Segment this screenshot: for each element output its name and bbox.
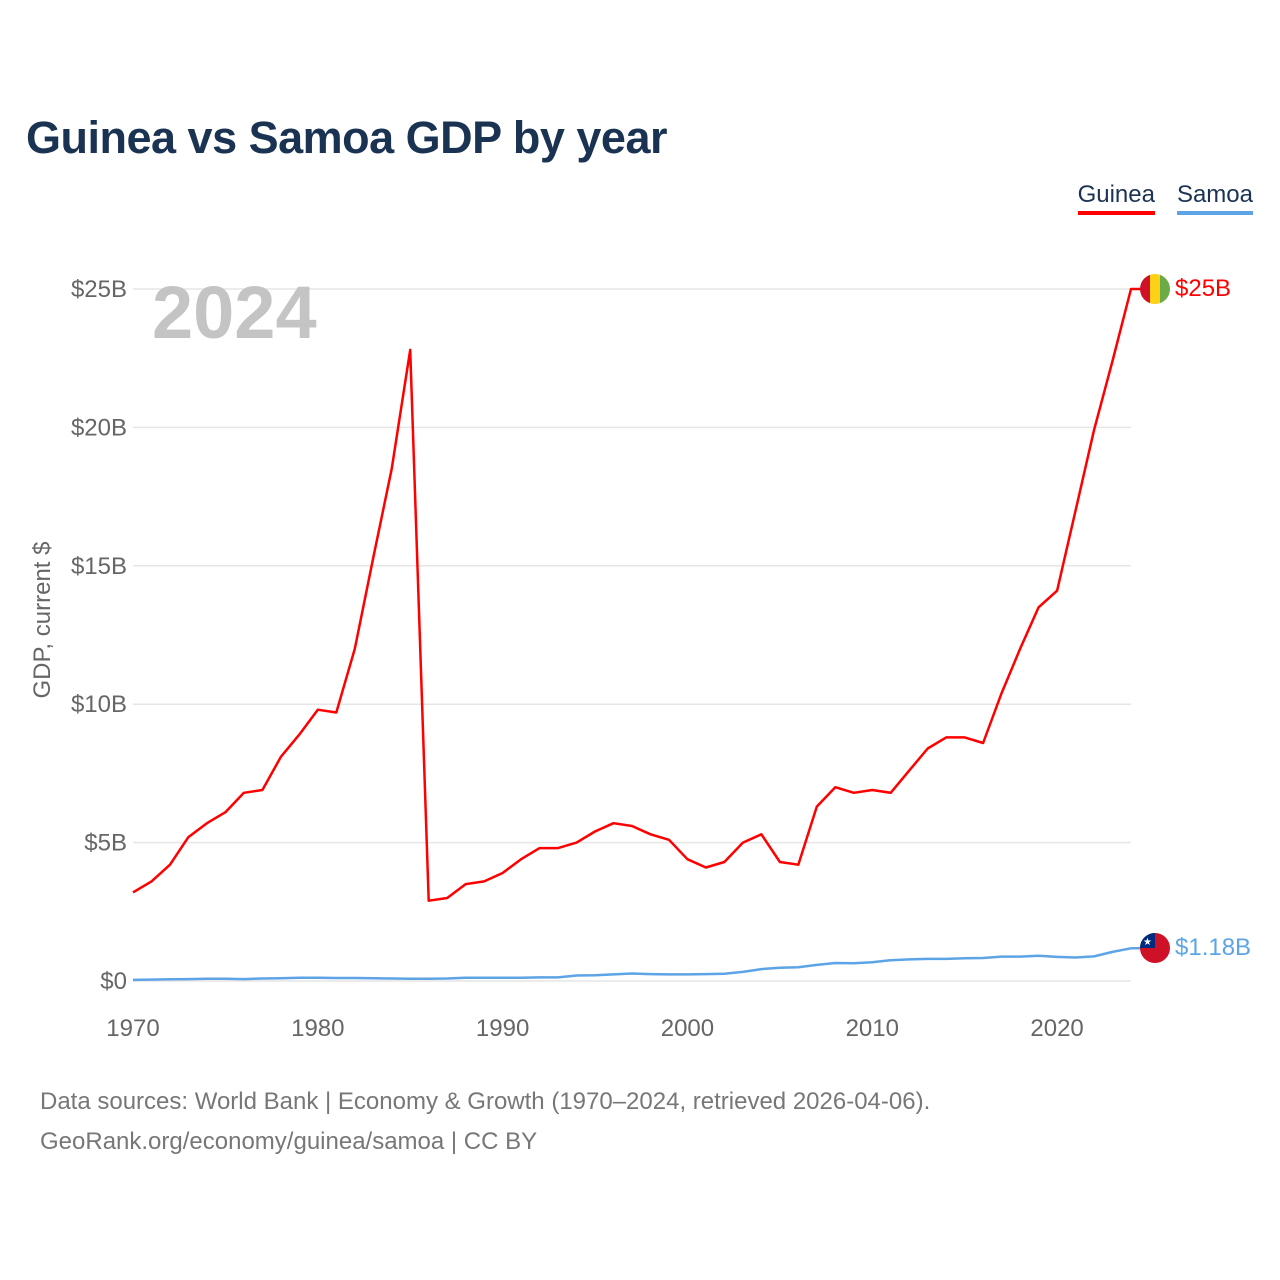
x-tick-label: 1970: [106, 1015, 159, 1042]
guinea-end-label: $25B: [1175, 275, 1231, 302]
series-line-guinea: [132, 287, 1141, 902]
y-axis-label: GDP, current $: [29, 542, 56, 699]
y-tick-label: $20B: [71, 414, 127, 441]
x-tick-label: 2010: [846, 1015, 899, 1042]
series-lines: [132, 287, 1141, 982]
gdp-line-chart: $0 $5B $10B $15B $20B $25B 1970 1980 1990 2000 20…: [29, 271, 1251, 1042]
grid-lines: [133, 288, 1131, 982]
guinea-flag-icon: [1140, 274, 1170, 304]
series-line-samoa: [132, 947, 1141, 982]
y-tick-label: $15B: [71, 553, 127, 580]
y-tick-label: $10B: [71, 691, 127, 718]
legend: Guinea Samoa: [1077, 181, 1253, 215]
footer: Data sources: World Bank | Economy & Gro…: [40, 1082, 930, 1162]
x-tick-label: 2000: [661, 1015, 714, 1042]
x-tick-label: 1990: [476, 1015, 529, 1042]
x-tick-label: 1980: [291, 1015, 344, 1042]
y-tick-label: $5B: [84, 830, 127, 857]
y-tick-label: $0: [100, 968, 127, 995]
footer-sources: Data sources: World Bank | Economy & Gro…: [40, 1088, 931, 1115]
y-axis-ticks: $0 $5B $10B $15B $20B $25B: [71, 276, 127, 995]
footer-attribution[interactable]: GeoRank.org/economy/guinea/samoa | CC BY: [40, 1128, 538, 1155]
x-tick-label: 2020: [1030, 1015, 1083, 1042]
svg-text:★: ★: [1143, 937, 1152, 948]
chart-title: Guinea vs Samoa GDP by year: [26, 112, 667, 163]
y-tick-label: $25B: [71, 276, 127, 303]
x-axis-ticks: 1970 1980 1990 2000 2010 2020: [106, 1015, 1083, 1042]
legend-item-guinea[interactable]: Guinea: [1077, 181, 1155, 215]
legend-item-samoa[interactable]: Samoa: [1176, 181, 1253, 215]
year-watermark: 2024: [152, 271, 317, 354]
samoa-end-label: $1.18B: [1175, 934, 1251, 961]
samoa-flag-icon: ★: [1140, 933, 1170, 963]
